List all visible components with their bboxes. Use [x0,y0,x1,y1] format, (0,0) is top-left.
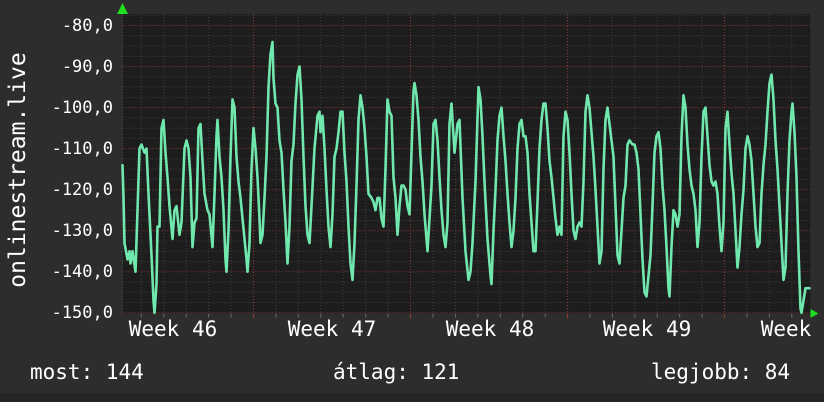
x-axis-week-label: Week 50 [760,317,824,341]
stat-average-value: 121 [421,360,460,384]
x-axis-week-label: Week 48 [445,317,535,341]
y-axis-label: -110,0 [51,138,113,159]
x-axis-week-label: Week 46 [128,317,218,341]
stat-current-value: 144 [105,360,144,384]
stat-current-label: most: [30,360,94,384]
stat-best-label: legjobb: [651,360,753,384]
y-axis-label: -100,0 [51,97,113,118]
stat-average: átlag: 121 [333,359,459,385]
y-axis-label: -90,0 [61,56,113,77]
y-axis-label: -140,0 [51,261,113,282]
y-axis-label: -120,0 [51,179,113,200]
x-axis-arrow-icon [810,309,819,318]
bottom-strip [0,393,824,402]
y-axis-arrow-icon [117,3,128,14]
stat-average-label: átlag: [333,360,409,384]
x-axis-week-label: Week 47 [287,317,377,341]
y-axis-label: -130,0 [51,220,113,241]
y-axis-label: -150,0 [51,302,113,323]
stat-best-value: 84 [764,360,791,384]
x-axis-week-label: Week 49 [602,317,692,341]
stat-current: most: 144 [30,359,144,385]
y-axis-label: -80,0 [61,15,113,36]
stat-best: legjobb: 84 [651,359,790,385]
